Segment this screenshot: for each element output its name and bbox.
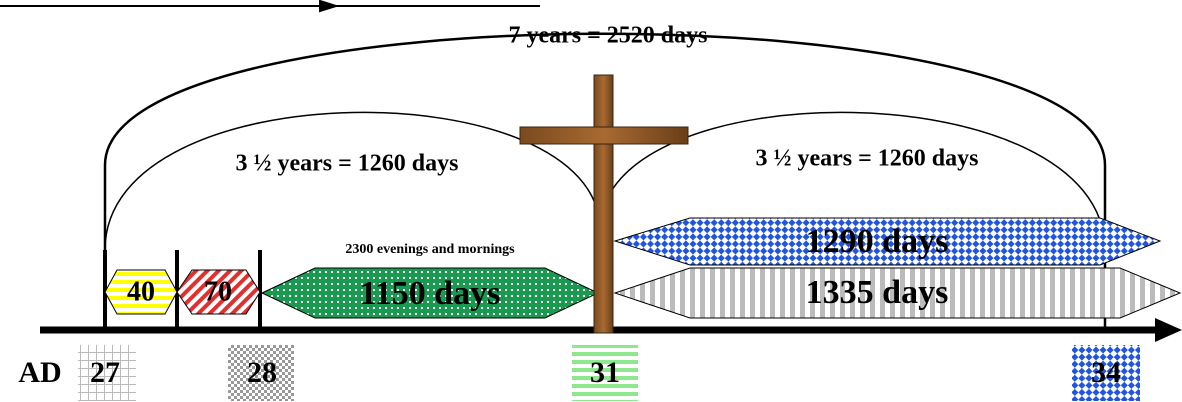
cross-beam — [520, 127, 688, 144]
title: 7 years = 2520 days — [508, 23, 707, 49]
cross-post — [594, 75, 613, 333]
period-label: 1335 days — [806, 274, 949, 311]
period-label: 70 — [204, 276, 232, 307]
year-label: 34 — [1091, 356, 1121, 389]
year-label: 28 — [247, 356, 277, 389]
year-label: 27 — [90, 356, 120, 389]
arc-label: 3 ½ years = 1260 days — [755, 146, 978, 172]
period-label: 40 — [127, 276, 155, 307]
year-label: 31 — [590, 356, 620, 389]
arc-label: 3 ½ years = 1260 days — [235, 151, 458, 177]
period-label: 1290 days — [806, 223, 949, 260]
diagram: 7 years = 2520 days 3 ½ years = 1260 day… — [0, 0, 1182, 402]
page: 7 years = 2520 days 3 ½ years = 1260 day… — [0, 0, 1182, 402]
axis-arrow — [1155, 318, 1182, 342]
periods — [105, 218, 1180, 318]
era-label: AD — [18, 356, 61, 389]
period-label: 1150 days — [360, 275, 501, 312]
top-arrow — [320, 1, 336, 11]
period-note: 2300 evenings and mornings — [345, 242, 515, 257]
